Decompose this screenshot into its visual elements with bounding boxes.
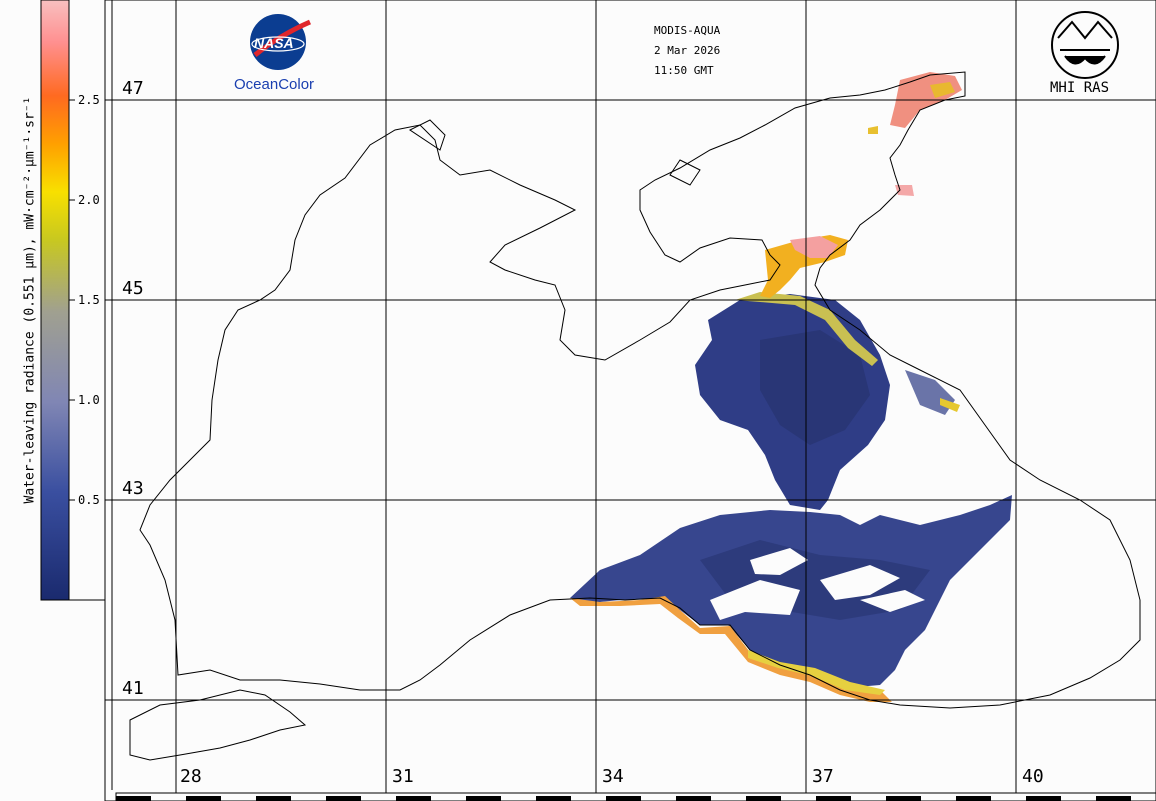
lon-ruler — [115, 792, 1156, 801]
nasa-logo-text: NASA — [254, 35, 294, 51]
date-label: 2 Mar 2026 — [654, 44, 721, 57]
colorbar-tick-label: 1.0 — [78, 393, 100, 407]
lat-label: 43 — [120, 478, 146, 499]
colorbar-tick-label: 0.5 — [78, 493, 100, 507]
lat-label: 41 — [120, 678, 146, 699]
radiance-field — [570, 72, 1012, 702]
lon-label: 31 — [390, 766, 416, 787]
lon-label: 37 — [810, 766, 836, 787]
lat-label: 45 — [120, 278, 146, 299]
coastline — [129, 71, 1141, 761]
lon-label: 28 — [178, 766, 204, 787]
colorbar-tick-label: 2.5 — [78, 93, 100, 107]
lon-label: 40 — [1020, 766, 1046, 787]
colorbar — [40, 0, 70, 601]
colorbar-tick-label: 1.5 — [78, 293, 100, 307]
graticule — [105, 0, 1156, 793]
lon-label: 34 — [600, 766, 626, 787]
colorbar-tick-label: 2.0 — [78, 193, 100, 207]
mhi-label: MHI RAS — [1050, 80, 1110, 96]
time-label: 11:50 GMT — [654, 64, 714, 77]
nasa-logo — [250, 14, 311, 70]
colorbar-ticks — [69, 99, 75, 501]
lat-label: 47 — [120, 78, 146, 99]
map-frame — [104, 0, 1156, 801]
sensor-label: MODIS-AQUA — [654, 24, 721, 37]
lat-ruler — [104, 0, 118, 801]
colorbar-title: Water-leaving radiance (0.551 µm), mW·cm… — [22, 96, 38, 504]
oceancolor-label: OceanColor — [234, 76, 315, 93]
mhi-logo — [1051, 11, 1119, 79]
